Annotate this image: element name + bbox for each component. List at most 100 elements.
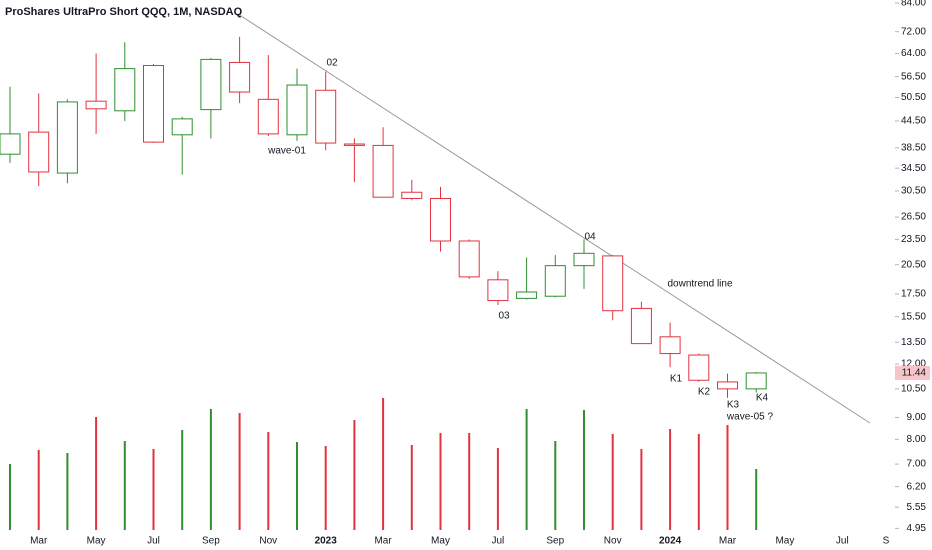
x-tick-label: Sep [546,536,564,547]
candle-body [372,144,394,198]
candle-body [257,98,279,135]
x-tick-label: Mar [374,536,392,547]
volume-bar [267,432,270,530]
candle-body [717,381,738,390]
y-tick-label: 20.50 [901,259,926,270]
x-tick-label: May [87,536,106,547]
volume-bar [238,413,241,530]
candle-body [487,279,509,302]
candle-body [544,265,566,297]
y-tick-label: 26.50 [901,212,926,223]
volume-bar [66,453,69,530]
annotation: 04 [584,232,596,243]
y-tick-label: 7.00 [907,459,927,470]
volume-bar [496,448,499,530]
candle-body [573,252,595,267]
x-tick-label: Mar [719,536,737,547]
annotation: wave-01 [267,146,306,157]
x-tick-label: Jul [492,536,505,547]
annotation: 03 [498,311,510,322]
candle-body [430,197,451,242]
y-tick-label: 5.55 [907,502,927,513]
candle-body [56,101,78,174]
x-tick-label: 2023 [315,536,338,547]
volume-bar [95,417,98,530]
x-tick-label: Nov [604,536,622,547]
candle-body [28,131,50,173]
x-tick-label: Sep [202,536,220,547]
volume-bar [382,398,385,530]
y-tick-label: 8.00 [907,434,927,445]
y-tick-label: 44.50 [901,116,926,127]
volume-bar [554,441,557,530]
candle-body [315,89,337,144]
trend-line [237,13,871,424]
volume-bar [353,420,356,530]
candle-body [343,143,365,146]
candle-body [114,68,136,112]
y-tick-label: 4.95 [907,523,927,534]
volume-bar [209,409,212,530]
candle-body [401,191,423,199]
volume-bar [439,433,442,530]
y-tick-label: 84.00 [901,0,926,9]
candle-body [516,291,538,299]
annotation: K3 [727,400,740,411]
y-tick-label: 72.00 [901,26,926,37]
candle-body [659,336,681,355]
candle-body [286,84,308,136]
volume-bar [755,469,758,530]
volume-bar [324,446,327,530]
y-tick-label: 17.50 [901,289,926,300]
candle-body [630,307,652,345]
y-tick-label: 38.50 [901,142,926,153]
volume-bar [583,410,585,530]
candle-body [85,100,107,110]
volume-bar [726,425,729,530]
candle-body [200,58,222,111]
candle-body [688,354,710,381]
annotation: 02 [326,58,338,69]
x-tick-label: 2024 [659,536,682,547]
volume-bar [697,434,700,530]
chart-title: ProShares UltraPro Short QQQ, 1M, NASDAQ [5,6,243,18]
volume-bar [640,449,643,530]
y-tick-label: 13.50 [901,337,926,348]
annotation: K1 [670,374,683,385]
volume-bar [669,429,672,530]
y-tick-label: 56.50 [901,71,926,82]
volume-bar [611,434,614,530]
volume-bar [296,442,298,530]
last-price-label: 11.44 [902,368,927,379]
volume-bar [123,441,126,530]
candle-body [745,372,767,390]
volume-bar [525,409,528,530]
volume-bar [37,450,40,530]
volume-bar [410,445,413,530]
annotation: wave-05 ? [726,412,774,423]
annotation: K4 [756,393,769,404]
x-tick-label: Mar [30,536,48,547]
volume-bar [9,464,11,530]
volume-bar [468,433,471,530]
y-tick-label: 23.50 [901,234,926,245]
y-tick-label: 12.00 [901,359,926,370]
x-tick-label: Jul [147,536,160,547]
volume-bar [181,430,184,530]
y-tick-label: 34.50 [901,163,926,174]
x-tick-label: Jul [836,536,849,547]
x-tick-label: Nov [259,536,277,547]
y-tick-label: 30.50 [901,186,926,197]
last-price-box [895,365,930,380]
candle-body [602,255,624,312]
candle-body [0,133,21,155]
candle-body [458,240,480,278]
y-tick-label: 9.00 [907,412,927,423]
y-tick-label: 6.20 [907,481,927,492]
y-tick-label: 50.50 [901,92,926,103]
x-tick-label: May [431,536,450,547]
y-tick-label: 64.00 [901,48,926,59]
candle-body [229,61,251,93]
y-tick-label: 10.50 [901,384,926,395]
